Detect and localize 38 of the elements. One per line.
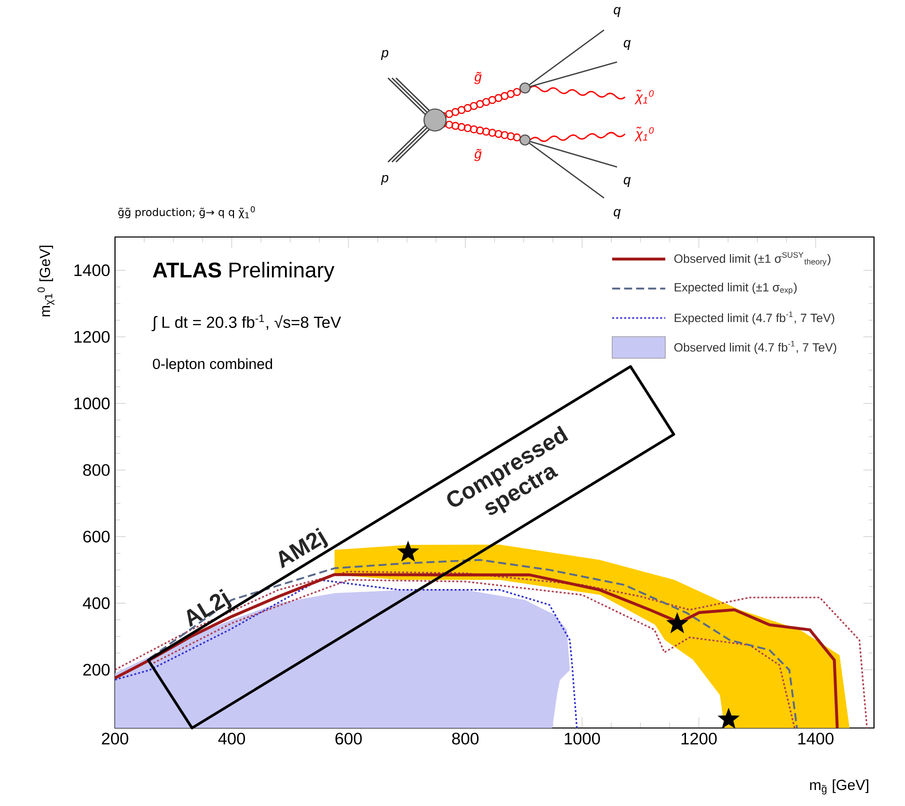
legend-label: Observed limit (±1 σ$^{SUSY}$$_{theory}$) [674,252,830,266]
legend-label: Expected limit (±1 σ$_{exp}$) [674,282,797,294]
text: p [380,175,388,185]
text: χ̃$_{1}$0 [634,90,654,104]
annotation: ∫ L dt = 20.3 fb$^{-1}$, √s=8 TeV [152,314,342,332]
legend-label: Observed limit (4.7 fb$^{-1}$, 7 TeV) [674,340,836,354]
text: q [624,40,631,50]
x-tick-label: 600 [335,732,362,745]
y-tick-label: 800 [83,464,110,476]
x-tick-label: 400 [218,732,246,745]
x-tick-label: 200 [102,732,128,745]
y-tick-label: 200 [83,664,110,676]
y-axis-title: m$_{χ̃1}$$^{0}$ [GeV] [38,246,54,316]
chart-title: g̃g̃ production; g̃→ q q χ̃$_{1}$0 [118,206,255,218]
point [666,612,688,633]
x-tick-label: 1200 [682,732,717,745]
x-tick-label: 1400 [798,732,834,745]
text: q [614,209,621,219]
y-tick-label: 1400 [74,264,110,276]
legend-label: Expected limit (4.7 fb$^{-1}$, 7 TeV) [674,311,834,325]
text: g̃ [474,72,482,84]
text: q [614,7,621,17]
y-tick-label: 400 [82,597,110,610]
text: g̃ [474,148,482,162]
point [718,708,740,728]
annotation: 0-lepton combined [152,358,272,372]
text: q [624,177,631,187]
y-tick-label: 1200 [74,330,110,343]
point [398,541,419,562]
text: p [380,50,388,60]
annotation: AL2j [186,588,232,628]
x-axis-title: m$_{g̃}$ [GeV] [810,779,868,794]
text: χ̃$_{1}$0 [634,126,654,142]
annotation: ATLAS Preliminary [152,262,334,282]
y-tick-label: 1000 [74,398,110,410]
x-tick-label: 800 [452,732,479,745]
y-tick-label: 600 [83,530,110,542]
x-tick-label: 1000 [564,732,600,745]
